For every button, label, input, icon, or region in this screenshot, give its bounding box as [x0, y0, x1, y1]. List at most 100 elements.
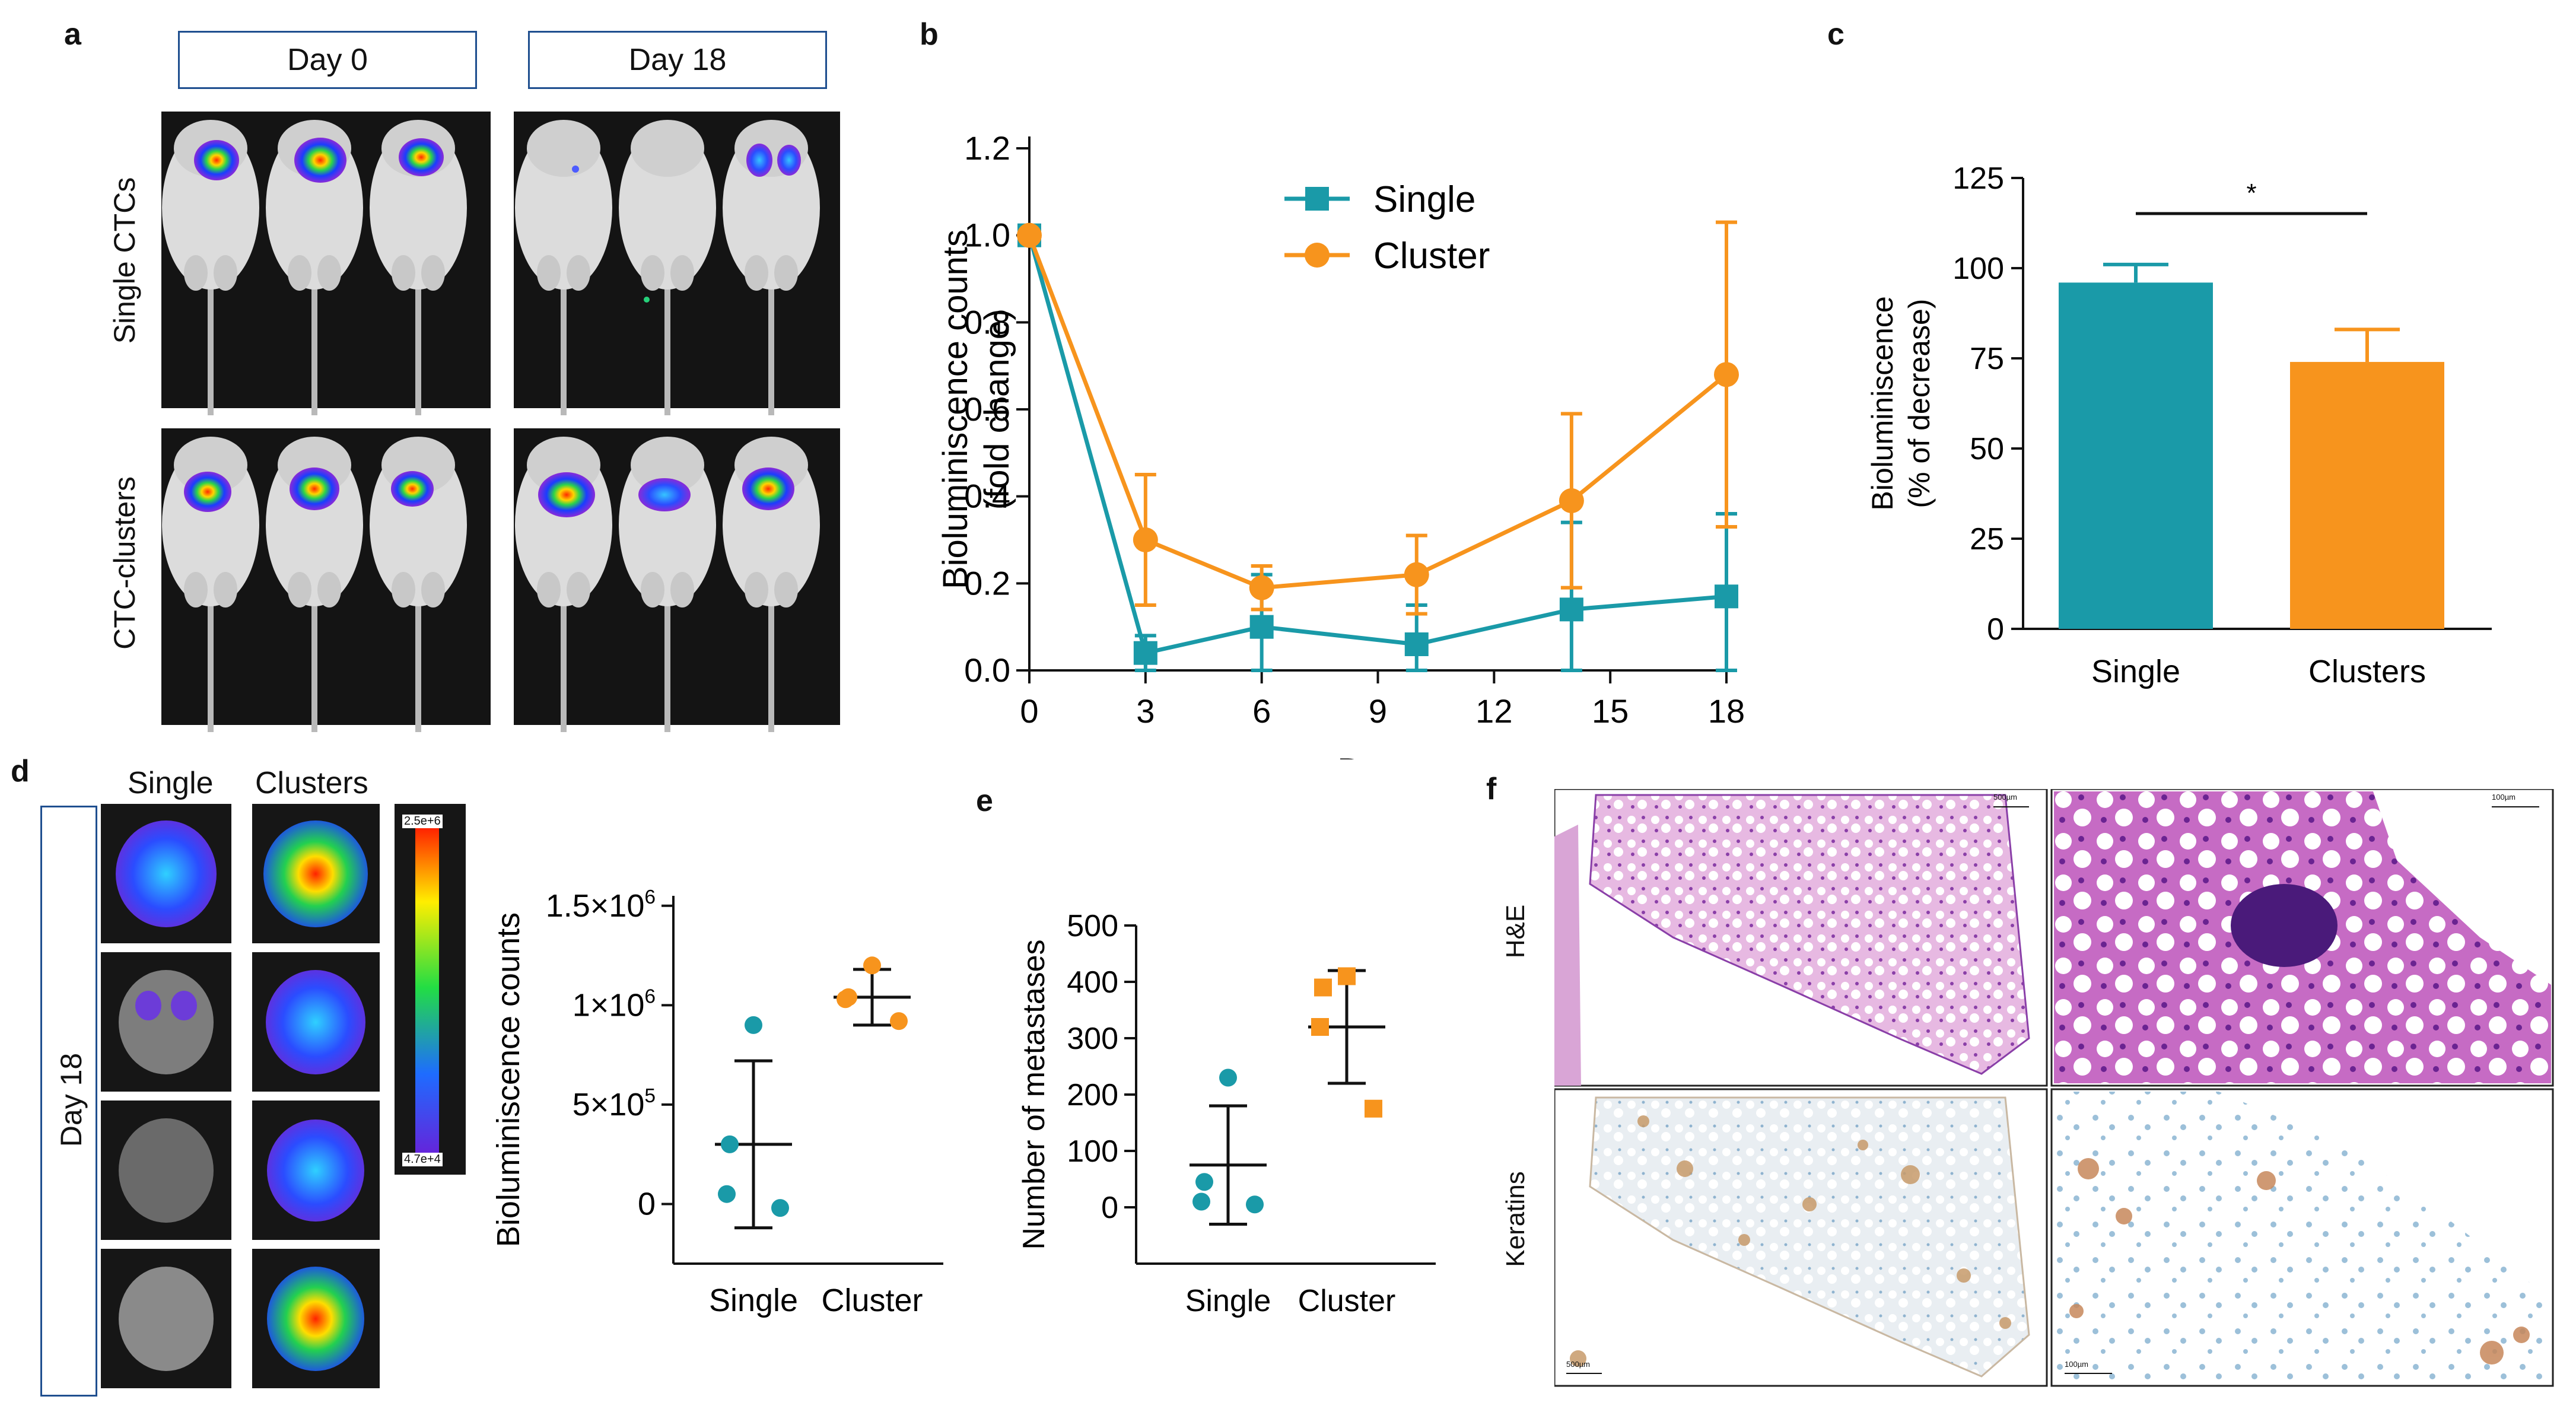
c-ytick-label: 75 — [1970, 342, 2004, 376]
b-ylabel-line2: (fold change) — [978, 309, 1016, 510]
b-point-cluster — [1133, 527, 1158, 552]
b-xtick-label: 18 — [1708, 692, 1745, 730]
b-point-cluster — [1559, 488, 1584, 513]
c-ytick-label: 100 — [1952, 252, 2004, 286]
e-point-single — [1192, 1192, 1210, 1211]
c-bar-clusters — [2290, 362, 2444, 629]
lung-cluster-2 — [266, 970, 365, 1074]
c-ytick-label: 0 — [1987, 612, 2004, 647]
lung-single-1 — [116, 820, 217, 927]
scalebar-k-zoom: 100µm — [2065, 1360, 2089, 1369]
lung-single-4 — [119, 1267, 214, 1371]
d-point-single — [721, 1135, 739, 1153]
scalebar-he-zoom: 100µm — [2492, 793, 2516, 801]
e-xtick-label: Single — [1185, 1284, 1271, 1318]
d-ytick-label: 1×106 — [573, 985, 656, 1023]
d-ytick-label: 1.5×106 — [546, 886, 656, 924]
e-point-cluster — [1338, 967, 1356, 985]
e-xtick-label: Cluster — [1298, 1284, 1396, 1318]
scalebar-he-overview: 500µm — [1993, 793, 2018, 801]
scatter-bioluminescence: 0 5×105 1×106 1.5×106 Bioluminiscence counts… — [491, 886, 943, 1318]
b-ytick-label: 0.0 — [964, 651, 1010, 689]
b-ytick-label: 1.0 — [964, 217, 1010, 254]
d-ylabel-text: Bioluminiscence counts — [491, 912, 526, 1247]
d-col-single: Single — [128, 766, 214, 800]
d-day18-frame — [40, 806, 97, 1397]
e-ylabel: Number of metastases — [1017, 939, 1051, 1249]
b-ytick-label: 0.6 — [964, 390, 1010, 428]
b-ytick-label: 0.8 — [964, 303, 1010, 341]
c-ytick-label: 25 — [1970, 522, 2004, 556]
panel-c-label: c — [1827, 17, 1844, 52]
b-legend-marker — [1305, 187, 1329, 211]
panel-b-label: b — [920, 17, 939, 52]
c-significance-star: * — [2246, 179, 2256, 208]
b-line-cluster — [1027, 234, 1728, 590]
b-point-single — [1715, 584, 1738, 609]
b-legend-marker — [1305, 243, 1330, 268]
e-point-cluster — [1365, 1099, 1382, 1118]
day0-header: Day 0 — [178, 31, 477, 89]
e-ylabel-text: Number of metastases — [1017, 939, 1051, 1249]
b-xtick-label: 0 — [1020, 692, 1038, 730]
day18-header: Day 18 — [528, 31, 827, 89]
b-xtick-label: 3 — [1136, 692, 1155, 730]
panel-a-label: a — [64, 17, 81, 52]
mouse-imaging-grid — [161, 112, 840, 732]
d-point-single — [745, 1016, 762, 1034]
b-point-single — [1559, 597, 1583, 622]
colorbar-max: 2.5e+6 — [402, 815, 443, 828]
c-ytick-label: 50 — [1970, 432, 2004, 466]
b-line-single — [1027, 234, 1727, 656]
d-point-cluster — [890, 1012, 908, 1030]
d-xtick-label: Cluster — [821, 1283, 923, 1318]
b-legend-label: Single — [1373, 179, 1475, 220]
e-point-cluster — [1311, 1018, 1329, 1036]
e-point-single — [1246, 1195, 1264, 1214]
b-point-single — [1133, 641, 1157, 665]
lung-imaging-grid — [101, 804, 466, 1388]
c-ylabel: Bioluminiscence (% of decrease) — [1866, 296, 1936, 510]
lung-cluster-1 — [263, 820, 368, 927]
histology-grid — [1554, 789, 2554, 1387]
scalebar-k-overview: 500µm — [1566, 1360, 1591, 1369]
colorbar-min: 4.7e+4 — [402, 1153, 443, 1166]
e-ytick-label: 0 — [1101, 1191, 1118, 1225]
d-point-cluster — [837, 990, 854, 1009]
e-point-single — [1195, 1173, 1213, 1191]
d-ylabel: Bioluminiscence counts — [491, 912, 526, 1247]
d-xtick-label: Single — [709, 1283, 798, 1318]
b-point-cluster — [1017, 222, 1042, 248]
b-ylabel: Bioluminiscence counts (fold change) — [936, 230, 1016, 589]
b-xtick-label: 15 — [1592, 692, 1629, 730]
panel-e-label: e — [976, 784, 993, 818]
b-ytick-label: 0.2 — [964, 564, 1010, 602]
c-ylabel-line2: (% of decrease) — [1903, 299, 1936, 508]
panel-d-label: d — [11, 754, 30, 788]
lung-single-3 — [119, 1118, 214, 1223]
b-xtick-label: 9 — [1369, 692, 1387, 730]
b-legend-label: Cluster — [1373, 236, 1490, 276]
b-xtick-label: 12 — [1475, 692, 1512, 730]
lung-cluster-4 — [267, 1267, 364, 1371]
panel-f-label: f — [1486, 772, 1497, 806]
e-ytick-label: 100 — [1067, 1134, 1118, 1169]
b-point-cluster — [1714, 362, 1739, 387]
c-bar-single — [2059, 282, 2213, 629]
c-ytick-label: 125 — [1952, 161, 2004, 196]
b-point-single — [1249, 615, 1274, 639]
b-point-cluster — [1249, 575, 1274, 600]
f-row-keratins: Keratins — [1501, 1171, 1530, 1267]
e-ytick-label: 200 — [1067, 1078, 1118, 1112]
bar-chart-decrease: 0 25 50 75 100 125 Bioluminiscence (% of decrea… — [1866, 161, 2492, 689]
d-ytick-label: 5×105 — [573, 1085, 656, 1122]
e-ytick-label: 400 — [1067, 965, 1118, 1000]
b-xlabel: Days — [1337, 751, 1419, 759]
c-ylabel-line1: Bioluminiscence — [1866, 296, 1899, 510]
d-ytick-label: 0 — [638, 1186, 656, 1222]
b-ylabel-line1: Bioluminiscence counts — [936, 230, 975, 589]
d-point-single — [771, 1199, 789, 1217]
e-point-single — [1219, 1068, 1237, 1087]
d-point-single — [718, 1185, 736, 1203]
lung-cluster-3 — [267, 1119, 364, 1222]
